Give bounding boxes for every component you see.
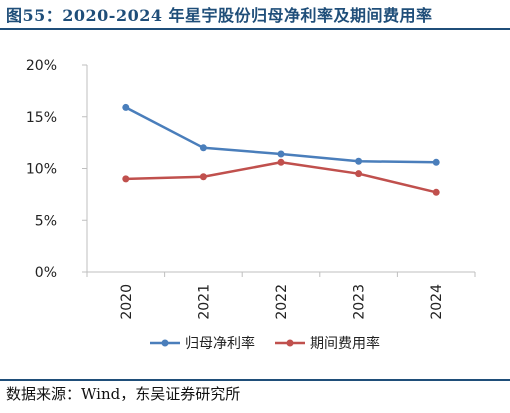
series-1-point bbox=[355, 157, 363, 165]
y-tick-label: 20% bbox=[26, 58, 57, 74]
legend-label-1: 归母净利率 bbox=[185, 335, 255, 352]
x-tick-label: 2023 bbox=[352, 284, 368, 320]
series-2-point bbox=[355, 170, 363, 178]
series-2-point bbox=[277, 158, 285, 166]
series-1-point bbox=[122, 103, 130, 111]
series-1-point bbox=[277, 150, 285, 158]
figure-title: 图55：2020-2024 年星宇股份归母净利率及期间费用率 bbox=[6, 6, 433, 25]
series-1-point bbox=[199, 144, 207, 152]
y-tick-label: 5% bbox=[35, 213, 57, 229]
x-tick-label: 2020 bbox=[119, 284, 135, 320]
series-2-point bbox=[122, 175, 130, 183]
legend-label-2: 期间费用率 bbox=[310, 335, 380, 352]
legend-marker-1 bbox=[161, 339, 169, 347]
series-2-point bbox=[199, 173, 207, 181]
legend-marker-2 bbox=[286, 339, 294, 347]
x-tick-label: 2024 bbox=[429, 284, 445, 320]
y-tick-label: 15% bbox=[26, 110, 57, 126]
source-note: 数据来源：Wind，东吴证券研究所 bbox=[6, 385, 241, 403]
x-tick-label: 2022 bbox=[274, 284, 290, 320]
y-tick-label: 10% bbox=[26, 162, 57, 178]
series-1-point bbox=[432, 158, 440, 166]
x-tick-label: 2021 bbox=[196, 284, 212, 320]
footer-rule bbox=[0, 379, 510, 381]
series-line-2 bbox=[125, 161, 437, 194]
title-rule bbox=[0, 28, 510, 30]
series-2-point bbox=[432, 188, 440, 196]
y-tick-label: 0% bbox=[35, 265, 57, 281]
